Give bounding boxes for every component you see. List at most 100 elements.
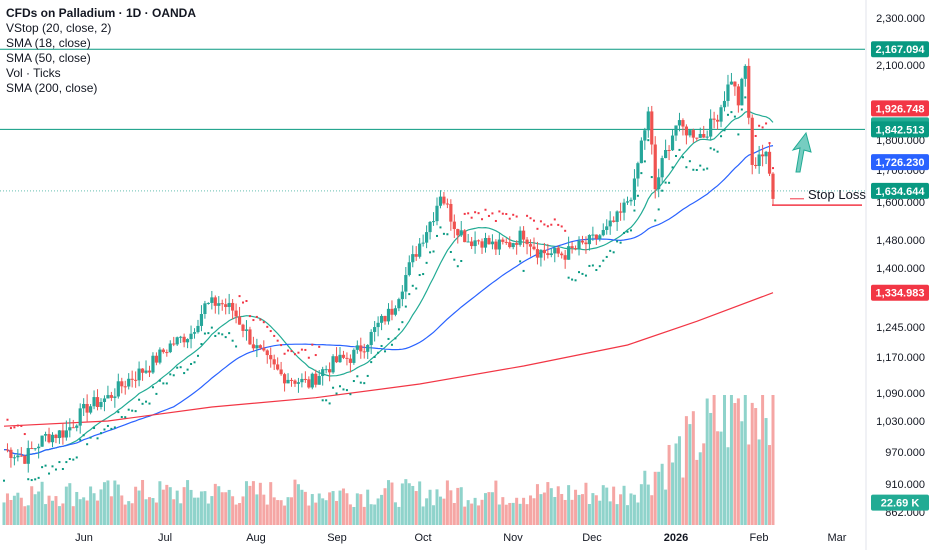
- vstop-dot: [262, 321, 265, 324]
- volume-bar: [757, 439, 761, 525]
- vstop-dot: [255, 315, 258, 318]
- volume-bar: [196, 497, 200, 525]
- volume-bar: [213, 483, 217, 525]
- volume-bar: [435, 489, 439, 525]
- candle-body: [736, 86, 740, 106]
- vstop-dot: [588, 264, 591, 267]
- vstop-dot: [314, 354, 317, 357]
- vstop-dot: [390, 343, 393, 346]
- volume-bar: [497, 504, 501, 525]
- vstop-dot: [740, 108, 743, 111]
- candle-body: [161, 349, 165, 353]
- vstop-dot: [34, 478, 37, 481]
- price-tag-label: 1,334.983: [876, 288, 925, 300]
- vstop-dot: [245, 299, 248, 302]
- candle-body: [712, 118, 716, 120]
- legend-vstop[interactable]: VStop (20, close, 2): [6, 21, 112, 35]
- candle-body: [418, 243, 422, 257]
- vstop-dot: [595, 269, 598, 272]
- candle-body: [670, 135, 675, 151]
- volume-bar: [684, 416, 688, 525]
- volume-bar: [296, 484, 300, 525]
- volume-bar: [71, 506, 75, 525]
- volume-bar: [321, 498, 325, 525]
- candle-body: [109, 395, 113, 398]
- candle-body: [231, 302, 235, 311]
- candle-body: [411, 254, 415, 263]
- vstop-dot: [13, 426, 16, 429]
- candle-body: [691, 130, 695, 138]
- vstop-dot: [647, 139, 650, 142]
- vstop-dot: [692, 168, 695, 171]
- volume-bar: [688, 424, 692, 525]
- candle-body: [767, 151, 772, 174]
- candle-body: [407, 262, 411, 276]
- candle-body: [30, 448, 34, 450]
- vstop-dot: [429, 251, 432, 254]
- candle-body: [26, 448, 30, 464]
- candle-body: [293, 380, 297, 384]
- x-tick-label: Mar: [828, 532, 847, 544]
- candle-body: [476, 240, 481, 242]
- volume-bar: [258, 482, 262, 525]
- volume-bar: [535, 484, 539, 525]
- vstop-dot: [61, 468, 64, 471]
- candle-body: [85, 403, 89, 413]
- volume-bar: [26, 505, 30, 525]
- volume-bar: [147, 497, 151, 525]
- vstop-dot: [505, 213, 508, 216]
- vstop-dot: [228, 332, 231, 335]
- volume-bar: [716, 431, 720, 525]
- vstop-dot: [605, 255, 608, 258]
- vstop-dot: [252, 319, 255, 322]
- candle-body: [639, 140, 643, 164]
- vstop-dot: [772, 167, 774, 170]
- candle-body: [629, 199, 633, 202]
- vstop-dot: [48, 472, 51, 475]
- price-tag-label: 2,167.094: [876, 44, 926, 56]
- candle-body: [140, 368, 145, 373]
- candle-body: [650, 111, 654, 145]
- candle-body: [664, 149, 668, 159]
- volume-bar: [30, 486, 34, 525]
- vstop-dot: [138, 398, 141, 401]
- vstop-dot: [408, 293, 411, 296]
- legend-sma18[interactable]: SMA (18, close): [6, 36, 91, 50]
- volume-bar: [643, 470, 647, 525]
- vstop-dot: [699, 164, 702, 167]
- volume-bar: [68, 483, 72, 525]
- candle-body: [369, 331, 373, 346]
- volume-bar: [768, 445, 772, 525]
- vstop-dot: [54, 468, 57, 471]
- x-tick-label: Nov: [503, 532, 523, 544]
- legend-sma50[interactable]: SMA (50, close): [6, 51, 91, 65]
- volume-bar: [709, 412, 713, 525]
- vstop-dot: [491, 212, 494, 215]
- volume-bar: [47, 495, 51, 525]
- volume-bar: [563, 499, 567, 525]
- volume-bar: [425, 498, 429, 525]
- vstop-dots: [3, 88, 774, 482]
- vstop-dot: [75, 456, 78, 459]
- volume-bar: [276, 500, 280, 525]
- legend-vol[interactable]: Vol · Ticks: [6, 66, 61, 80]
- vstop-dot: [494, 219, 497, 222]
- symbol-title[interactable]: CFDs on Palladium · 1D · OANDA: [6, 6, 197, 20]
- candle-body: [473, 240, 477, 247]
- candle-body: [241, 324, 245, 331]
- volume-bar: [532, 498, 536, 525]
- volume-bar: [729, 395, 733, 525]
- volume-bar: [594, 495, 598, 525]
- volume-bar: [75, 491, 79, 525]
- vstop-dot: [664, 181, 667, 184]
- candle-body: [43, 434, 48, 436]
- candle-body: [466, 241, 470, 243]
- candle-body: [695, 137, 699, 139]
- vstop-dot: [352, 380, 355, 383]
- volume-bar: [771, 395, 775, 525]
- volume-bar: [37, 491, 41, 525]
- legend-sma200[interactable]: SMA (200, close): [6, 81, 98, 95]
- candle-body: [567, 246, 571, 260]
- candle-body: [102, 398, 107, 402]
